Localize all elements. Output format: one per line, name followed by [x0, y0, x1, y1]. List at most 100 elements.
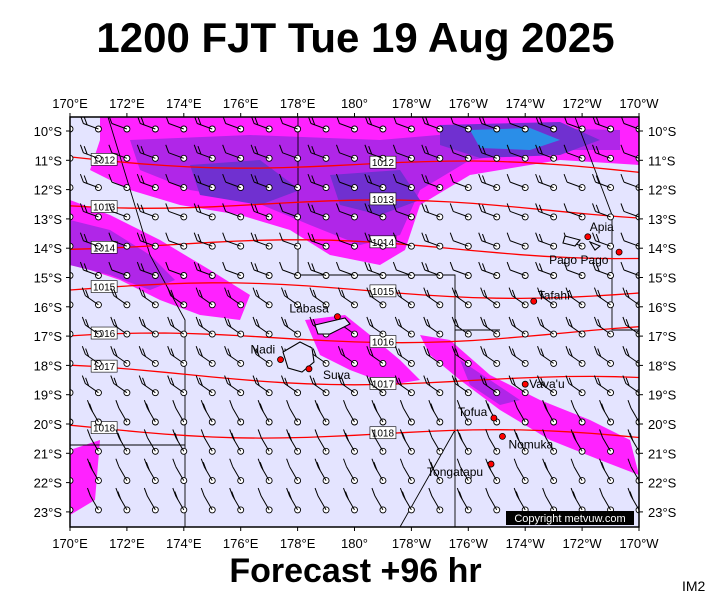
place-label: Pago Pago	[549, 253, 609, 267]
wind-barb	[110, 287, 131, 309]
wind-barb	[138, 346, 159, 367]
wind-barb	[506, 203, 529, 221]
place-marker	[490, 414, 498, 422]
lon-label-bottom: 174°W	[506, 536, 546, 551]
wind-barb	[371, 487, 387, 514]
place-label: Tofua	[458, 405, 488, 419]
wind-barb	[449, 173, 472, 192]
wind-barb	[399, 458, 415, 485]
wind-barb	[392, 232, 415, 250]
isobar-label: 1014	[93, 243, 116, 254]
wind-barb	[307, 232, 330, 250]
wind-barb	[449, 203, 472, 221]
wind-barb	[399, 399, 415, 426]
wind-barb	[110, 346, 131, 367]
lat-label-right: 10°S	[648, 124, 677, 139]
wind-barb	[456, 399, 472, 426]
wind-barb	[279, 232, 302, 250]
wind-barb	[421, 261, 444, 279]
lon-label-top: 176°W	[449, 96, 489, 111]
lon-label-top: 170°W	[619, 96, 659, 111]
wind-barb	[252, 287, 273, 309]
wind-barb	[229, 429, 245, 455]
wind-barb	[421, 144, 444, 162]
wind-barb	[193, 203, 216, 221]
rainfall-layer	[70, 117, 639, 515]
wind-barb	[200, 487, 216, 514]
isobar-label: 1015	[93, 283, 116, 294]
wind-barb	[563, 144, 586, 162]
wind-barb	[200, 429, 216, 455]
isobar-label: 1012	[372, 158, 395, 169]
wind-barb	[81, 375, 102, 397]
wind-barb	[307, 173, 330, 192]
wind-barb	[80, 117, 102, 133]
lon-label-top: 174°E	[166, 96, 202, 111]
lon-label-top: 172°W	[563, 96, 603, 111]
wind-barb	[563, 261, 586, 279]
wind-barb	[195, 375, 216, 397]
wind-barb	[371, 399, 387, 426]
forecast-label: Forecast +96 hr	[229, 552, 482, 590]
wind-barb	[108, 117, 131, 133]
place-marker	[530, 297, 538, 305]
wind-barb	[79, 203, 102, 221]
rain-core-tonga	[460, 360, 520, 405]
wind-barb	[599, 429, 614, 455]
wind-barb	[307, 144, 330, 162]
lat-label-right: 21°S	[648, 446, 677, 461]
lon-label-bottom: 178°E	[280, 536, 316, 551]
lon-label-top: 178°E	[280, 96, 316, 111]
tutuila-island	[588, 240, 602, 251]
wind-barb	[366, 287, 387, 309]
lat-label-left: 15°S	[34, 271, 63, 286]
wind-barb	[542, 429, 558, 455]
wind-barb	[535, 144, 558, 162]
wind-barb	[343, 487, 358, 514]
wind-barb	[421, 117, 444, 133]
wind-barb	[115, 429, 131, 455]
wind-barb	[138, 375, 159, 397]
place-label: Tafahi	[538, 288, 570, 302]
place-label: Vava'u	[529, 377, 564, 391]
wind-barb	[193, 232, 216, 250]
wind-barb	[222, 203, 245, 221]
lon-label-top: 176°E	[223, 96, 259, 111]
wind-barb	[86, 458, 102, 485]
isobar-1018	[70, 424, 639, 439]
wind-barb	[279, 173, 302, 192]
isobar-1017	[70, 364, 639, 386]
place-label: Suva	[323, 368, 351, 382]
isobar-label-box	[369, 192, 397, 206]
lat-label-right: 19°S	[648, 388, 677, 403]
wind-barb	[336, 117, 358, 133]
wind-barb	[250, 173, 273, 192]
wind-barb	[81, 346, 102, 367]
isobar-label-box	[369, 426, 397, 440]
wind-barb	[314, 429, 330, 455]
wind-barb	[592, 203, 614, 221]
viti-levu-island	[282, 341, 315, 373]
wind-barb	[507, 117, 529, 133]
wind-barb	[79, 261, 102, 279]
rain-band-southwest	[70, 440, 100, 515]
wind-barb	[252, 375, 273, 397]
wind-barb	[281, 316, 302, 338]
isobar-label: 1013	[372, 195, 395, 206]
isobar-label: 1016	[93, 329, 116, 340]
isobar-label: 1018	[372, 429, 395, 440]
wind-barb	[599, 458, 614, 485]
wind-barb	[599, 399, 614, 426]
lat-label-left: 14°S	[34, 241, 63, 256]
wind-barb	[194, 117, 216, 133]
wind-barb	[195, 346, 216, 367]
wind-barb	[592, 144, 614, 162]
wind-barb	[364, 261, 387, 279]
wind-barb	[335, 232, 358, 250]
wind-barb	[200, 458, 216, 485]
wind-barb	[335, 173, 358, 192]
wind-barb	[279, 117, 302, 133]
places-layer: Apia Pago Pago Tafahi Labasa Nadi Suva Vava'u T…	[251, 220, 623, 479]
wind-barb	[366, 316, 387, 338]
wind-barb	[535, 173, 558, 192]
